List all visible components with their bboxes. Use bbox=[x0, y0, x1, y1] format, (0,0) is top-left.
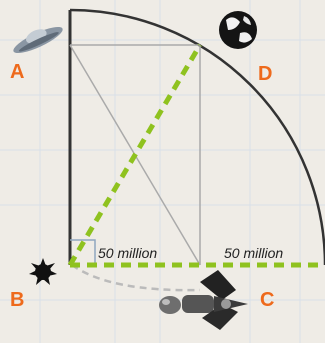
planet-icon bbox=[219, 11, 257, 49]
point-label-c: C bbox=[260, 289, 274, 311]
point-label-b: B bbox=[10, 289, 24, 311]
point-label-a: A bbox=[10, 61, 24, 83]
right-angle-marker bbox=[70, 239, 96, 265]
spacecraft-icon bbox=[159, 270, 248, 330]
dashed-line-b-to-d bbox=[67, 43, 203, 267]
spacecraft-icon bbox=[13, 26, 63, 54]
distance-label-left: 50 million bbox=[98, 245, 157, 261]
point-label-d: D bbox=[258, 63, 272, 85]
arc-a-to-edge bbox=[69, 8, 325, 266]
distance-label-right: 50 million bbox=[224, 245, 283, 261]
arc-b-to-c bbox=[71, 263, 201, 292]
star-icon bbox=[29, 258, 57, 285]
